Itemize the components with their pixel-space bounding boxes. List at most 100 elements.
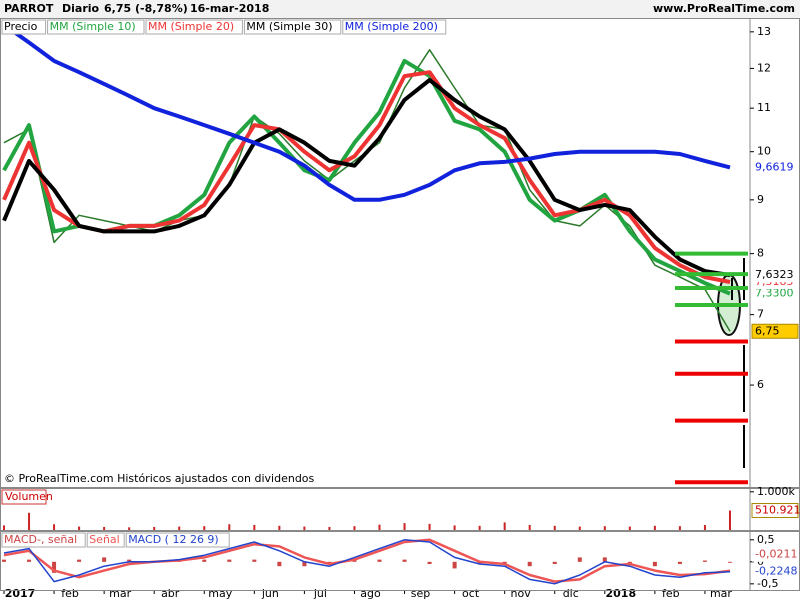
footnote: © ProRealTime.com Históricos ajustados c… — [4, 472, 315, 485]
legend-entry: MM (Simple 30) — [246, 20, 332, 33]
last-value: 510.921 — [755, 503, 800, 516]
histogram-bar — [77, 559, 82, 562]
histogram-bar — [302, 561, 307, 567]
volume-bar — [28, 512, 31, 530]
last-value: -0,0211 — [755, 548, 797, 561]
histogram-bar — [602, 557, 607, 562]
x-tick-label: feb — [662, 587, 680, 600]
x-tick-label: mar — [109, 587, 131, 600]
legend-box — [1, 19, 47, 35]
histogram-bar — [727, 561, 732, 563]
last-value: 7,3300 — [755, 287, 794, 300]
volume-bar — [728, 510, 731, 530]
volume-bar — [653, 525, 656, 530]
y-tick-label: -0,5 — [757, 577, 778, 590]
volume-bar — [128, 527, 131, 530]
histogram-bar — [527, 561, 532, 567]
histogram-bar — [227, 559, 232, 562]
volume-bar — [478, 525, 481, 530]
y-tick-label: 1.000k — [757, 485, 795, 498]
volume-bar — [303, 526, 306, 530]
last-value-box — [751, 502, 799, 518]
plot-area — [3, 510, 731, 530]
legend-entry: MM (Simple 20) — [148, 20, 234, 33]
x-tick-label: 2018 — [605, 587, 636, 600]
change: 6,75 (-8,78%) — [104, 2, 188, 15]
x-tick-label: ago — [360, 587, 381, 600]
volume-bar — [453, 525, 456, 530]
histogram-bar — [702, 560, 707, 562]
legend-entry: Señal — [89, 533, 120, 546]
volume-bar — [103, 526, 106, 530]
last-value-box — [752, 160, 798, 175]
x-tick-label: mar — [710, 587, 732, 600]
series-line — [3, 538, 731, 583]
last-value: -0,2248 — [755, 565, 797, 578]
legend-box — [243, 19, 342, 35]
volume-bar — [503, 522, 506, 530]
last-value-box — [752, 547, 798, 562]
legend-box — [145, 19, 243, 35]
y-tick-label: 0,5 — [757, 533, 775, 546]
legend-box — [47, 19, 145, 35]
x-tick-label: 2017 — [5, 587, 36, 600]
y-tick-label: 9 — [757, 193, 764, 206]
volume-bar — [628, 526, 631, 530]
panel-border — [0, 488, 800, 531]
histogram-bar — [127, 559, 132, 562]
histogram-bar — [452, 561, 457, 569]
x-tick-label: nov — [511, 587, 532, 600]
legend-entry: MM (Simple 200) — [345, 20, 438, 33]
histogram-bar — [277, 561, 282, 567]
y-tick-label: 6 — [757, 378, 764, 391]
volume-bar — [703, 525, 706, 530]
volume-bar — [428, 523, 431, 530]
last-value-box — [751, 323, 799, 339]
legend-box — [1, 532, 86, 548]
volume-bar — [403, 523, 406, 530]
y-tick-label: 11 — [757, 101, 771, 114]
series-line — [2, 78, 731, 278]
y-tick-label: 7 — [757, 308, 764, 321]
legend-entry: MACD ( 12 26 9) — [128, 533, 219, 546]
x-tick-label: may — [208, 587, 232, 600]
volume-bar — [253, 525, 256, 530]
legend-entry: MACD-, señal — [4, 533, 77, 546]
legend-box — [125, 532, 230, 548]
histogram-bar — [52, 561, 57, 573]
last-value-box — [752, 286, 798, 301]
volume-bar — [78, 526, 81, 530]
last-value: 7,6323 — [755, 268, 794, 281]
last-value: 9,6619 — [755, 160, 794, 173]
y-tick-label: 13 — [757, 25, 771, 38]
volume-bar — [353, 526, 356, 530]
x-tick-label: jun — [261, 587, 279, 600]
symbol: PARROT — [4, 2, 54, 15]
histogram-bar — [652, 561, 657, 567]
legend-box — [86, 532, 125, 548]
volume-bar — [328, 526, 331, 530]
y-tick-label: 8 — [757, 247, 764, 260]
x-tick-label: sep — [411, 587, 430, 600]
plot-area — [2, 538, 732, 585]
plot-area — [2, 23, 731, 332]
legend-entry: Precio — [4, 20, 38, 33]
series-line — [3, 49, 731, 332]
histogram-bar — [202, 559, 207, 562]
series-line — [2, 58, 731, 296]
volume-bar — [678, 526, 681, 530]
last-value: 6,75 — [755, 324, 780, 337]
title-box — [1, 489, 47, 505]
volume-bar — [603, 526, 606, 530]
volume-bar — [378, 524, 381, 530]
period: Diario — [62, 2, 100, 15]
histogram-bar — [402, 559, 407, 562]
histogram-bar — [577, 557, 582, 562]
volume-bar — [178, 526, 181, 530]
volume-bar — [278, 525, 281, 530]
x-tick-label: jul — [313, 587, 327, 600]
x-tick-label: oct — [462, 587, 480, 600]
histogram-bar — [2, 559, 6, 562]
